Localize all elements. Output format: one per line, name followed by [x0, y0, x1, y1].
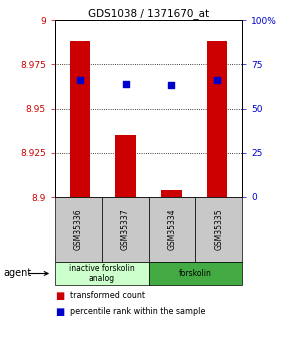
- Text: percentile rank within the sample: percentile rank within the sample: [70, 307, 205, 316]
- Text: ■: ■: [55, 291, 64, 301]
- Text: forskolin: forskolin: [179, 269, 212, 278]
- Title: GDS1038 / 1371670_at: GDS1038 / 1371670_at: [88, 8, 209, 19]
- Text: agent: agent: [3, 268, 31, 278]
- Text: GSM35337: GSM35337: [121, 209, 130, 250]
- Point: [169, 83, 174, 88]
- Bar: [207, 41, 227, 197]
- Bar: [70, 41, 90, 197]
- Text: ■: ■: [55, 307, 64, 317]
- Point: [78, 77, 82, 83]
- Bar: [115, 135, 136, 197]
- Text: GSM35335: GSM35335: [214, 209, 223, 250]
- Text: inactive forskolin
analog: inactive forskolin analog: [69, 264, 135, 283]
- Text: GSM35336: GSM35336: [74, 209, 83, 250]
- Bar: [161, 190, 182, 197]
- Point: [123, 81, 128, 87]
- Text: GSM35334: GSM35334: [167, 209, 176, 250]
- Text: transformed count: transformed count: [70, 292, 144, 300]
- Point: [215, 77, 219, 83]
